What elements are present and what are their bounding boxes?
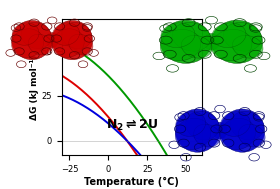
Ellipse shape xyxy=(28,34,53,55)
Ellipse shape xyxy=(161,23,195,47)
Ellipse shape xyxy=(232,35,263,58)
Ellipse shape xyxy=(172,22,211,51)
Ellipse shape xyxy=(186,111,219,140)
Ellipse shape xyxy=(160,20,211,64)
Ellipse shape xyxy=(12,23,39,45)
Ellipse shape xyxy=(176,112,206,136)
Ellipse shape xyxy=(160,29,201,61)
Text: $\mathbf{N_2 \rightleftharpoons 2U}$: $\mathbf{N_2 \rightleftharpoons 2U}$ xyxy=(106,118,158,133)
Ellipse shape xyxy=(203,33,220,50)
Y-axis label: ΔG (kJ mol⁻¹): ΔG (kJ mol⁻¹) xyxy=(30,54,39,120)
Ellipse shape xyxy=(220,118,255,150)
Ellipse shape xyxy=(211,20,263,64)
Ellipse shape xyxy=(12,20,52,60)
Ellipse shape xyxy=(69,34,93,55)
Ellipse shape xyxy=(61,22,92,49)
Ellipse shape xyxy=(220,112,250,136)
Ellipse shape xyxy=(213,122,227,139)
Ellipse shape xyxy=(223,22,262,51)
Ellipse shape xyxy=(230,111,264,140)
Ellipse shape xyxy=(11,29,44,57)
Ellipse shape xyxy=(175,118,211,150)
Ellipse shape xyxy=(211,29,252,61)
Ellipse shape xyxy=(181,35,212,58)
X-axis label: Temperature (°C): Temperature (°C) xyxy=(84,177,179,187)
Ellipse shape xyxy=(52,23,80,45)
Ellipse shape xyxy=(194,124,220,147)
Ellipse shape xyxy=(46,33,59,48)
Ellipse shape xyxy=(220,109,265,152)
Ellipse shape xyxy=(52,29,84,57)
Ellipse shape xyxy=(175,109,220,152)
Ellipse shape xyxy=(212,23,246,47)
Ellipse shape xyxy=(21,22,51,49)
Ellipse shape xyxy=(52,20,93,60)
Ellipse shape xyxy=(238,124,265,147)
